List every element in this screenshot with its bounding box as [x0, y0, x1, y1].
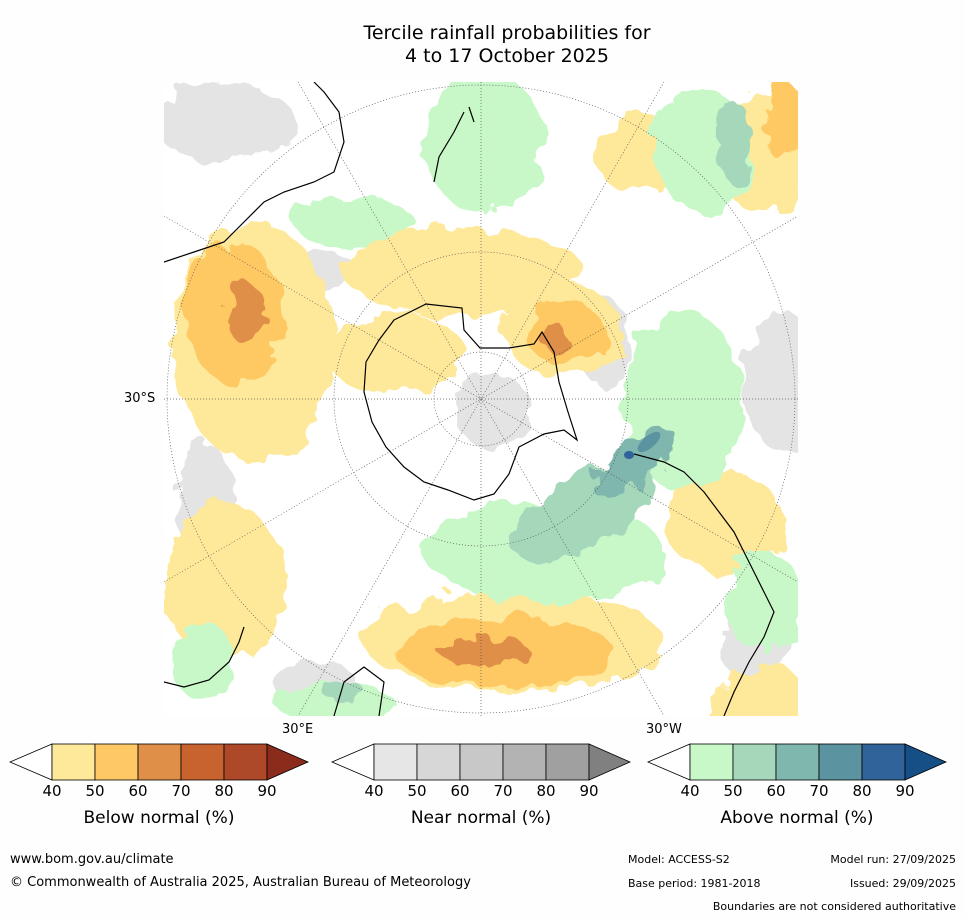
- legend-above: 40 50 60 70 80 90: [646, 742, 947, 802]
- tick-above-40: 40: [680, 782, 700, 800]
- title-line-2: 4 to 17 October 2025: [405, 45, 609, 67]
- footer-base-period: Base period: 1981-2018: [628, 877, 761, 890]
- graticule: [164, 82, 798, 716]
- lon-label-30w: 30°W: [646, 722, 682, 737]
- new-zealand-coast: [433, 106, 475, 183]
- colorbar-near-bin-2: [416, 743, 461, 781]
- colorbar-below-bin-3: [137, 743, 182, 781]
- probability-map: [164, 82, 798, 716]
- tick-below-90: 90: [257, 782, 277, 800]
- colorbar-near-bin-1: [373, 743, 418, 781]
- colorbar-near-bin-5: [545, 743, 590, 781]
- footer-issued: Issued: 29/09/2025: [849, 877, 956, 890]
- footer-copyright: © Commonwealth of Australia 2025, Austra…: [10, 875, 471, 890]
- tick-near-60: 60: [450, 782, 470, 800]
- ticks-near: 40 50 60 70 80 90: [332, 782, 630, 802]
- tick-above-60: 60: [766, 782, 786, 800]
- antarctica-coast: [363, 303, 579, 501]
- footer-model: Model: ACCESS-S2: [628, 853, 730, 866]
- tick-near-90: 90: [579, 782, 599, 800]
- colorbar-below-bin-2: [94, 743, 139, 781]
- ticks-below: 40 50 60 70 80 90: [10, 782, 308, 802]
- tick-near-50: 50: [407, 782, 427, 800]
- lon-label-30e: 30°E: [282, 722, 314, 737]
- footer-model-run: Model run: 27/09/2025: [830, 853, 956, 866]
- colorbar-below-bin-4: [180, 743, 225, 781]
- colorbar-below-bin-1: [51, 743, 96, 781]
- colorbar-above-bin-5: [861, 743, 906, 781]
- colorbar-below-bin-5: [223, 743, 268, 781]
- madagascar-coast: [333, 666, 385, 716]
- africa-coast: [164, 626, 245, 688]
- footer-website: www.bom.gov.au/climate: [10, 852, 174, 867]
- south-america-coast: [633, 453, 775, 716]
- tick-near-40: 40: [364, 782, 384, 800]
- colorbar-above-bin-1: [689, 743, 734, 781]
- lat-label-30s: 30°S: [124, 391, 156, 406]
- colorbar-below-arrow-right: [266, 743, 309, 781]
- colorbar-above-arrow-right: [904, 743, 947, 781]
- tick-below-70: 70: [171, 782, 191, 800]
- legend-below: 40 50 60 70 80 90: [8, 742, 309, 802]
- ticks-above: 40 50 60 70 80 90: [648, 782, 946, 802]
- footer-disclaimer: Boundaries are not considered authoritat…: [712, 900, 956, 913]
- coastlines: [164, 82, 775, 716]
- title-line-1: Tercile rainfall probabilities for: [363, 22, 651, 44]
- colorbar-below: [8, 743, 309, 781]
- probability-fields: [164, 82, 798, 716]
- tick-below-60: 60: [128, 782, 148, 800]
- colorbar-near-arrow-right: [588, 743, 631, 781]
- tick-above-90: 90: [895, 782, 915, 800]
- tick-near-70: 70: [493, 782, 513, 800]
- colorbar-above-bin-4: [818, 743, 863, 781]
- colorbar-near: [330, 743, 631, 781]
- legend-title-below: Below normal (%): [83, 808, 235, 828]
- legend-near: 40 50 60 70 80 90: [330, 742, 631, 802]
- colorbar-above-bin-2: [732, 743, 777, 781]
- colorbar-above: [646, 743, 947, 781]
- colorbar-near-bin-3: [459, 743, 504, 781]
- probability-max-marks: [624, 431, 661, 459]
- colorbar-above-arrow-left: [646, 743, 691, 781]
- tick-above-50: 50: [723, 782, 743, 800]
- colorbar-above-bin-3: [775, 743, 820, 781]
- colorbar-near-bin-4: [502, 743, 547, 781]
- colorbar-near-arrow-left: [330, 743, 375, 781]
- map-title: Tercile rainfall probabilities for 4 to …: [0, 22, 965, 68]
- map-svg: [164, 82, 798, 716]
- australia-coast: [164, 82, 345, 263]
- tick-near-80: 80: [536, 782, 556, 800]
- tick-above-70: 70: [809, 782, 829, 800]
- legend-title-above: Above normal (%): [720, 808, 874, 828]
- colorbar-below-arrow-left: [8, 743, 53, 781]
- tick-below-80: 80: [214, 782, 234, 800]
- tick-below-50: 50: [85, 782, 105, 800]
- legend-title-near: Near normal (%): [410, 808, 552, 828]
- tick-above-80: 80: [852, 782, 872, 800]
- tick-below-40: 40: [42, 782, 62, 800]
